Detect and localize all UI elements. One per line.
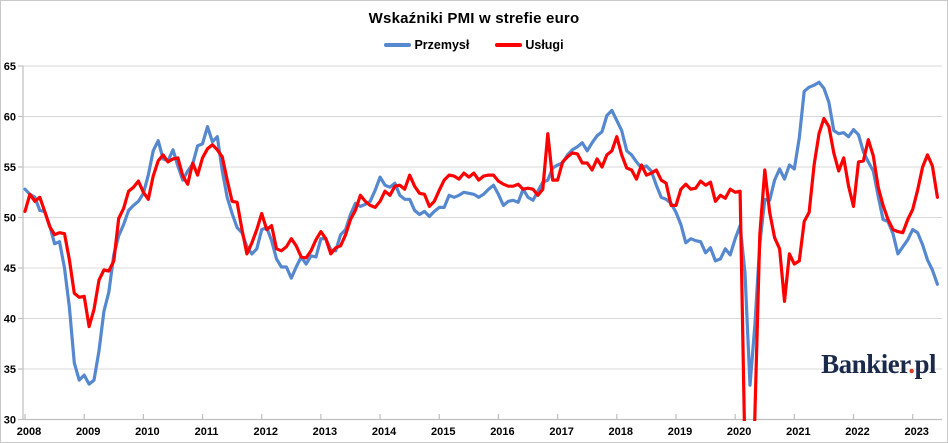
y-tick-label: 60	[4, 112, 16, 124]
x-tick-label: 2010	[135, 426, 159, 438]
x-tick-label: 2019	[668, 426, 692, 438]
legend-label-przemysl: Przemysł	[414, 38, 470, 52]
x-tick-label: 2017	[549, 426, 573, 438]
x-tick-label: 2009	[76, 426, 100, 438]
y-tick-label: 55	[4, 162, 16, 174]
bankier-logo: Bankier.pl	[821, 349, 936, 380]
legend-label-uslugi: Usługi	[525, 38, 564, 52]
x-tick-label: 2008	[17, 426, 41, 438]
x-tick-label: 2020	[727, 426, 751, 438]
y-tick-label: 40	[4, 314, 16, 326]
x-tick-label: 2022	[845, 426, 869, 438]
x-tick-label: 2021	[786, 426, 810, 438]
chart-legend: Przemysł Usługi	[1, 38, 947, 52]
series-line-uslugi	[23, 116, 939, 421]
y-tick-label: 50	[4, 213, 16, 225]
legend-line-swatch-przemysl	[384, 43, 412, 47]
y-tick-label: 30	[4, 415, 16, 427]
legend-item-przemysl: Przemysł	[384, 38, 469, 52]
legend-line-swatch-uslugi	[495, 43, 523, 47]
x-tick-label: 2011	[195, 426, 219, 438]
bankier-logo-dot: .	[908, 349, 915, 379]
x-tick-label: 2014	[372, 426, 397, 438]
bankier-logo-brand: Bankier	[821, 349, 909, 379]
x-tick-label: 2012	[253, 426, 277, 438]
y-tick-label: 65	[4, 61, 16, 73]
x-tick-label: 2015	[431, 426, 455, 438]
y-tick-label: 45	[4, 263, 16, 275]
y-tick-label: 35	[4, 364, 16, 376]
legend-item-uslugi: Usługi	[495, 38, 564, 52]
x-tick-label: 2013	[313, 426, 337, 438]
chart-title: Wskaźniki PMI w strefie euro	[368, 10, 580, 27]
x-tick-label: 2016	[490, 426, 514, 438]
bankier-logo-tld: pl	[914, 349, 936, 379]
x-tick-label: 2018	[609, 426, 633, 438]
x-tick-label: 2023	[904, 426, 928, 438]
series-line-przemysl	[23, 80, 939, 387]
